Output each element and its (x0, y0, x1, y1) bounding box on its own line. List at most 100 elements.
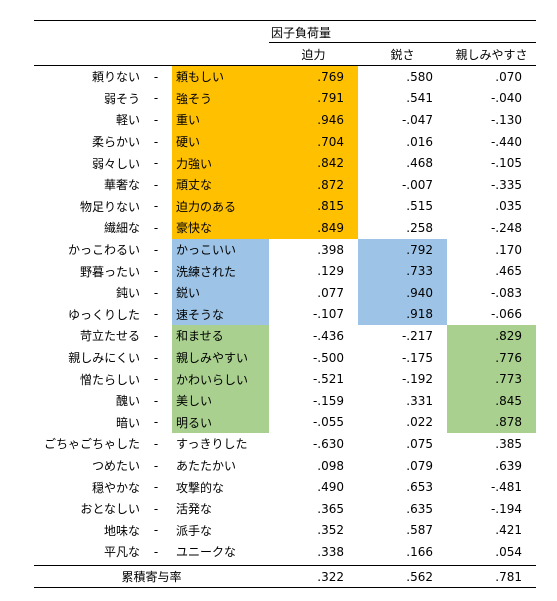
loading-value-0: -.521 (312, 372, 344, 387)
negative-adjective: 弱そう (103, 91, 140, 106)
pair-separator: - (153, 307, 159, 322)
loading-value-1: .792 (358, 238, 447, 261)
loading-value-1: .918 (358, 303, 447, 326)
pair-separator: - (153, 393, 159, 408)
pair-separator: - (153, 544, 159, 559)
loading-value-2: .465 (495, 264, 522, 279)
positive-adjective: 頑丈な (172, 174, 269, 196)
loading-value-0: .129 (317, 264, 344, 279)
loading-value-2: .878 (447, 411, 536, 434)
pair-separator: - (153, 415, 159, 430)
pair-separator: - (153, 264, 159, 279)
loading-value-2: .070 (495, 69, 522, 84)
positive-adjective: 派手な (176, 523, 213, 538)
positive-adjective: 力強い (172, 152, 269, 174)
loading-value-0: .791 (269, 87, 358, 110)
bottom-rule (34, 587, 536, 588)
loading-value-1: .075 (406, 436, 433, 451)
negative-adjective: 平凡な (103, 545, 140, 560)
pair-separator: - (153, 112, 159, 127)
loading-value-0: .338 (317, 544, 344, 559)
loading-value-1: .635 (406, 501, 433, 516)
negative-adjective: 鈍い (115, 286, 140, 301)
positive-adjective: 和ませる (172, 325, 269, 347)
table-row: 暗い - 明るい -.055 .022 .878 (34, 411, 536, 434)
table-row: 野暮ったい - 洗練された .129 .733 .465 (34, 260, 536, 282)
loading-value-0: .849 (269, 217, 358, 239)
loading-value-1: -.192 (401, 372, 433, 387)
loading-value-1: .079 (406, 458, 433, 473)
positive-adjective: すっきりした (176, 437, 248, 452)
group-rule (269, 42, 536, 43)
positive-adjective: あたたかい (176, 459, 237, 474)
pair-separator: - (153, 91, 159, 106)
table-row: 苛立たせる - 和ませる -.436 -.217 .829 (34, 325, 536, 347)
loading-value-1: -.217 (401, 328, 433, 343)
loading-value-2: -.440 (490, 134, 522, 149)
loading-value-2: -.040 (490, 91, 522, 106)
loading-value-2: -.248 (490, 220, 522, 235)
negative-adjective: かっこわるい (67, 243, 140, 258)
footer-value-1: .562 (406, 569, 433, 584)
positive-adjective: 明るい (172, 411, 269, 434)
table-row: 親しみにくい - 親しみやすい -.500 -.175 .776 (34, 346, 536, 369)
negative-adjective: 親しみにくい (68, 351, 140, 366)
loading-value-2: -.105 (490, 156, 522, 171)
negative-adjective: 穏やかな (91, 480, 140, 495)
positive-adjective: 迫力のある (172, 195, 269, 218)
footer-row: 累積寄与率 .322 .562 .781 (34, 566, 536, 588)
table-row: 地味な - 派手な .352 .587 .421 (34, 520, 536, 542)
negative-adjective: つめたい (91, 459, 140, 474)
pair-separator: - (153, 134, 159, 149)
table-row: 華奢な - 頑丈な .872 -.007 -.335 (34, 174, 536, 196)
pair-separator: - (153, 350, 159, 365)
loading-value-0: -.055 (312, 415, 344, 430)
loading-value-1: .515 (406, 199, 433, 214)
loading-value-1: .166 (406, 544, 433, 559)
loading-value-2: -.066 (490, 307, 522, 322)
table-row: 物足りない - 迫力のある .815 .515 .035 (34, 195, 536, 218)
pair-separator: - (153, 480, 159, 495)
negative-adjective: 憎たらしい (79, 372, 140, 387)
loading-value-0: .365 (317, 501, 344, 516)
table-row: おとなしい - 活発な .365 .635 -.194 (34, 498, 536, 520)
loading-value-0: -.107 (312, 307, 344, 322)
loading-value-0: .490 (317, 480, 344, 495)
negative-adjective: 柔らかい (91, 135, 140, 150)
loading-value-0: .077 (317, 285, 344, 300)
loading-value-0: -.436 (312, 328, 344, 343)
positive-adjective: かわいらしい (172, 368, 269, 390)
pair-separator: - (153, 177, 159, 192)
positive-adjective: 速そうな (172, 303, 269, 326)
negative-adjective: 野暮ったい (79, 264, 140, 279)
negative-adjective: 地味な (103, 523, 140, 538)
table-row: 頼りない - 頼もしい .769 .580 .070 (34, 66, 536, 88)
loading-value-2: .829 (447, 325, 536, 347)
loading-value-0: .398 (317, 242, 344, 257)
positive-adjective: 豪快な (172, 217, 269, 239)
pair-separator: - (153, 436, 159, 451)
loading-value-1: .580 (406, 69, 433, 84)
loading-value-2: .054 (495, 544, 522, 559)
loading-value-2: -.130 (490, 112, 522, 127)
positive-adjective: かっこいい (172, 238, 269, 261)
loading-value-1: .940 (358, 282, 447, 304)
loading-value-0: .842 (269, 152, 358, 174)
pair-separator: - (153, 156, 159, 171)
positive-adjective: 美しい (172, 390, 269, 412)
table-row: 憎たらしい - かわいらしい -.521 -.192 .773 (34, 368, 536, 390)
negative-adjective: 軽い (115, 113, 140, 128)
loading-value-2: .421 (495, 523, 522, 538)
loading-value-1: -.007 (401, 177, 433, 192)
loading-value-2: .776 (447, 346, 536, 369)
loading-value-0: .098 (317, 458, 344, 473)
table-row: 繊細な - 豪快な .849 .258 -.248 (34, 217, 536, 239)
positive-adjective: 鋭い (172, 282, 269, 304)
loading-value-0: .815 (269, 195, 358, 218)
loading-value-1: .653 (406, 480, 433, 495)
pair-separator: - (153, 199, 159, 214)
negative-adjective: 物足りない (79, 199, 140, 214)
loading-value-2: -.083 (490, 285, 522, 300)
pair-separator: - (153, 220, 159, 235)
footer-value-2: .781 (495, 569, 522, 584)
